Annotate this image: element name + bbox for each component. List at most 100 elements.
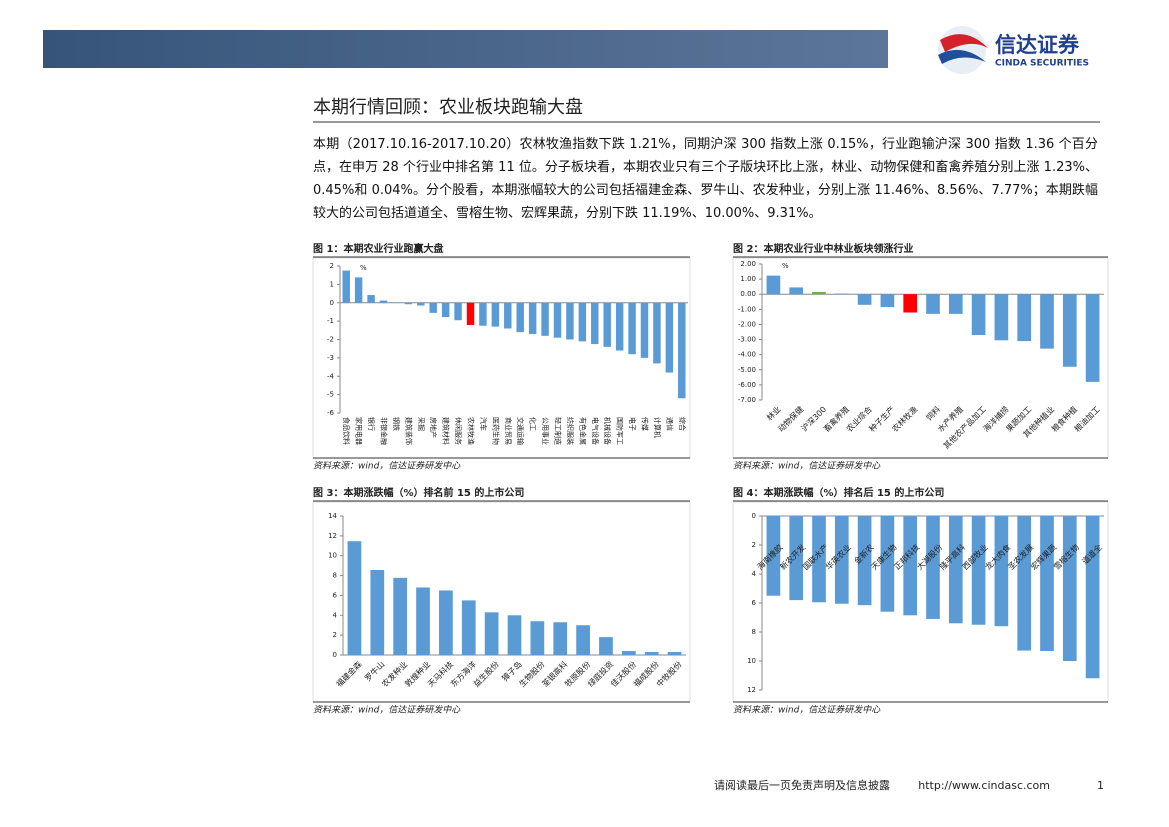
- y-tick-label: 14: [328, 512, 337, 520]
- bar: [615, 302, 624, 351]
- bar: [1040, 294, 1054, 349]
- bar: [541, 302, 549, 336]
- x-tick-label: 通信: [665, 417, 674, 431]
- y-tick-label: 0.00: [740, 290, 756, 298]
- figure-title: 图 3：本期涨跌幅（%）排名前 15 的上市公司: [313, 486, 524, 499]
- y-tick-label: 2: [333, 631, 337, 639]
- bar: [441, 302, 450, 318]
- x-tick-label: 医药生物: [491, 417, 500, 445]
- bar: [484, 612, 499, 655]
- bar: [926, 294, 940, 314]
- bar: [926, 516, 940, 619]
- y-tick-label: -1: [327, 317, 334, 325]
- unit-note: %: [782, 262, 789, 270]
- bar: [1017, 294, 1032, 342]
- bar: [665, 302, 674, 373]
- y-tick-label: -5: [327, 391, 334, 399]
- bar: [516, 302, 524, 333]
- logo-swoosh: [940, 34, 988, 52]
- x-tick-label: 交通运输: [516, 417, 525, 445]
- bar: [576, 625, 590, 655]
- bar: [354, 277, 363, 303]
- x-tick-label: 电气设备: [591, 417, 600, 445]
- bar: [789, 516, 804, 601]
- bar: [1085, 294, 1100, 382]
- bar: [948, 294, 963, 314]
- x-tick-label: 建筑材料: [442, 417, 451, 445]
- brand: 信达证券: [995, 33, 1080, 57]
- x-tick-label: 中牧股份: [654, 659, 684, 689]
- y-tick-label: -2.00: [738, 320, 756, 328]
- y-tick-label: 1.00: [740, 275, 756, 283]
- bar: [416, 587, 430, 655]
- y-tick-label: -1.00: [738, 305, 756, 313]
- x-tick-label: 电子: [628, 417, 637, 431]
- x-tick-label: 传媒: [641, 417, 650, 431]
- bar: [417, 302, 425, 306]
- x-tick-label: 采掘: [417, 417, 426, 431]
- y-tick-label: 0: [752, 512, 756, 520]
- bar: [370, 570, 385, 655]
- footer-disclaimer: 请阅读最后一页免责声明及信息披露: [714, 778, 890, 792]
- bar: [1040, 516, 1054, 651]
- x-tick-label: 综合: [678, 417, 687, 431]
- x-tick-label: 机械设备: [603, 417, 612, 445]
- bar: [621, 651, 636, 655]
- bar: [429, 302, 437, 313]
- bar: [948, 516, 963, 624]
- bar: [379, 300, 388, 303]
- figure-source: 资料来源：wind，信达证券研发中心: [313, 461, 461, 472]
- footer-url: http://www.cindasc.com: [918, 779, 1050, 792]
- x-tick-label: 计算机: [653, 417, 662, 438]
- bar: [507, 615, 522, 655]
- bar: [667, 652, 682, 655]
- x-tick-label: 化工: [529, 417, 538, 431]
- figure-title: 图 4：本期涨跌幅（%）排名后 15 的上市公司: [733, 486, 944, 499]
- x-tick-label: 林业: [764, 404, 782, 422]
- bar: [857, 516, 872, 606]
- bar: [971, 516, 986, 625]
- bar: [504, 302, 512, 329]
- bar: [812, 516, 826, 603]
- bar: [566, 302, 574, 340]
- bar: [766, 516, 781, 596]
- bar: [528, 302, 537, 334]
- bar: [393, 577, 408, 655]
- y-tick-label: 2: [330, 262, 334, 270]
- y-tick-label: 6: [333, 591, 338, 599]
- bar: [1017, 516, 1032, 651]
- x-tick-label: 休闲服务: [454, 417, 463, 445]
- y-tick-label: -6.00: [738, 381, 756, 389]
- bar: [812, 291, 826, 295]
- x-tick-label: 商业贸易: [504, 417, 513, 445]
- x-tick-label: 福建金森: [334, 659, 364, 689]
- y-tick-label: 6: [752, 599, 757, 607]
- page-title: 本期行情回顾：农业板块跑输大盘: [313, 97, 583, 118]
- bar: [342, 270, 350, 303]
- bar: [1062, 516, 1077, 661]
- y-tick-label: -7.00: [738, 396, 756, 404]
- bar: [903, 516, 918, 616]
- x-tick-label: 轻工制造: [554, 417, 563, 445]
- y-tick-label: -3: [327, 354, 334, 362]
- x-tick-label: 益生股份: [471, 659, 501, 689]
- bar: [439, 590, 453, 655]
- logo-swoosh: [938, 49, 986, 64]
- bar: [834, 516, 849, 604]
- bar: [599, 637, 613, 655]
- figure-title: 图 2：本期农业行业中林业板块领涨行业: [733, 242, 913, 255]
- y-tick-label: 1: [330, 280, 334, 288]
- y-tick-label: -3.00: [738, 336, 756, 344]
- header-band: [43, 30, 888, 68]
- bar: [553, 622, 568, 655]
- y-tick-label: -4.00: [738, 351, 756, 359]
- bar: [994, 294, 1009, 341]
- bar: [530, 621, 545, 655]
- x-tick-label: 汽车: [479, 417, 488, 431]
- x-tick-label: 有色金属: [578, 417, 587, 445]
- bar: [603, 302, 611, 347]
- x-tick-label: 钢铁: [392, 417, 401, 431]
- bar: [591, 302, 599, 345]
- bar: [454, 302, 462, 321]
- bar: [640, 302, 649, 358]
